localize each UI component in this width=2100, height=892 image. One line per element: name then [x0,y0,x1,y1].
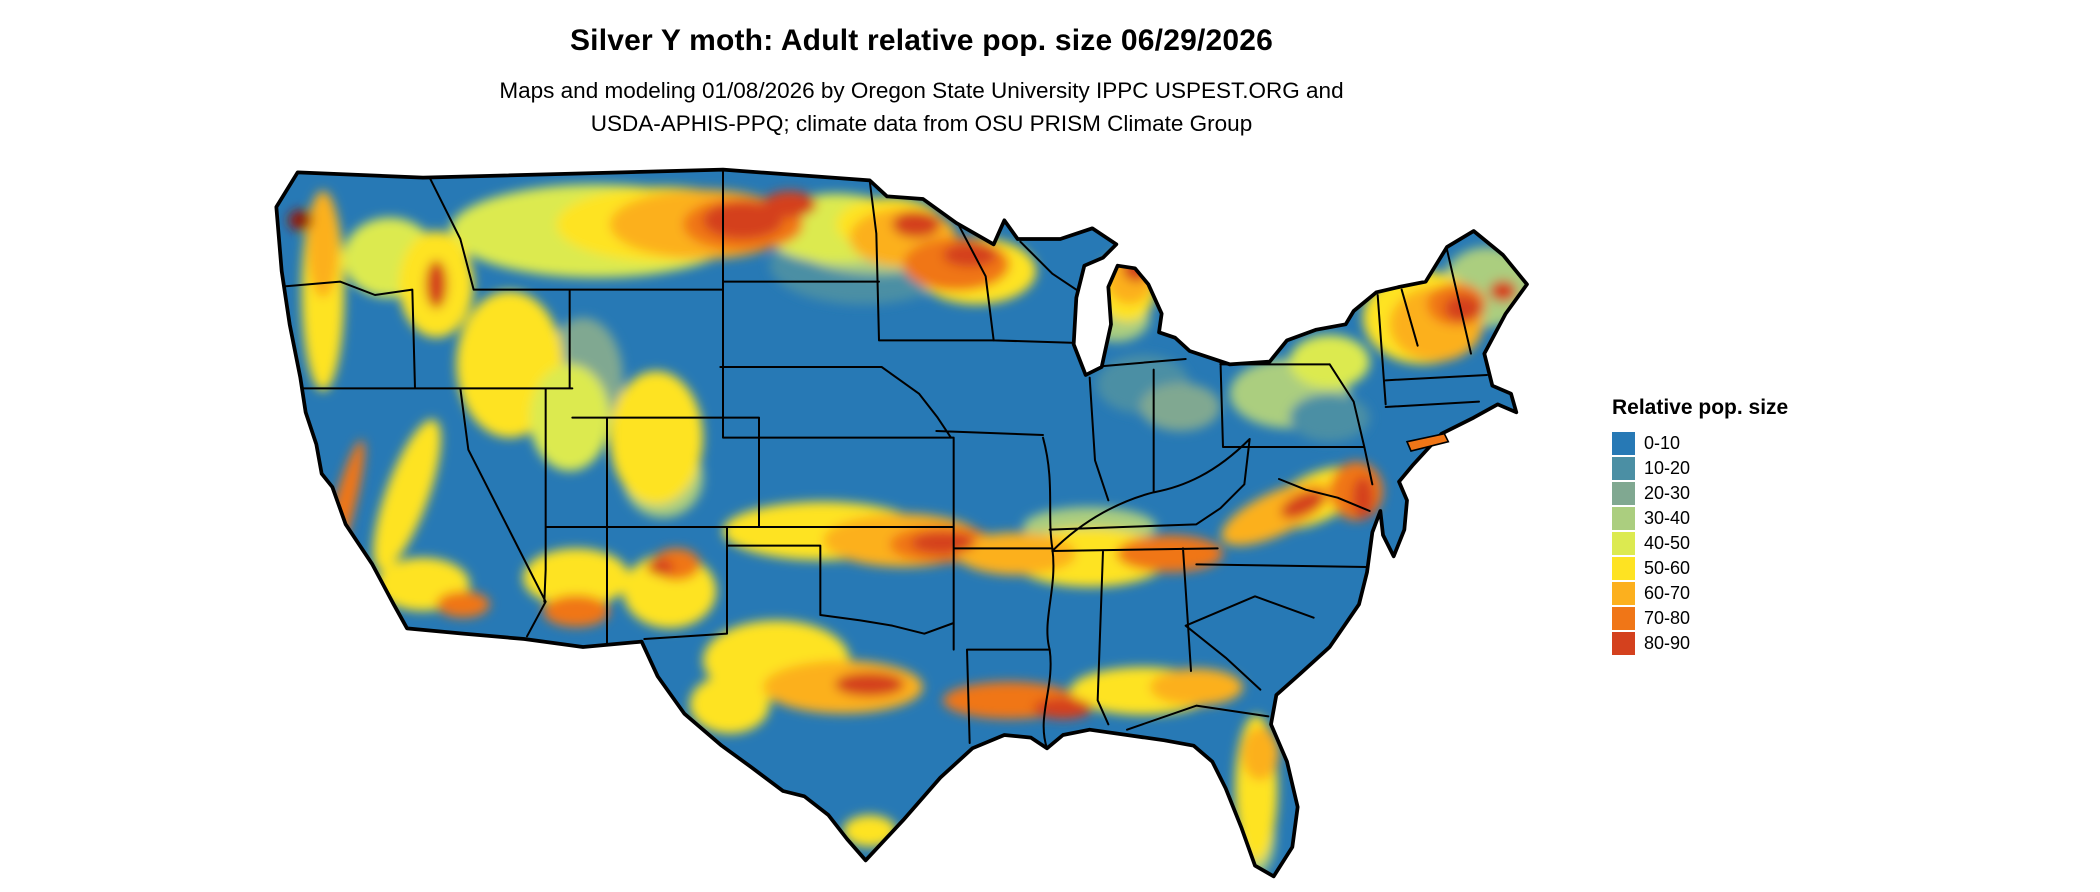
legend-item: 60-70 [1612,582,1788,605]
legend-item: 10-20 [1612,457,1788,480]
legend-swatch [1612,507,1635,530]
legend-swatch [1612,582,1635,605]
legend-swatch [1612,432,1635,455]
legend-title: Relative pop. size [1612,396,1789,419]
plot-header: Silver Y moth: Adult relative pop. size … [0,24,1843,140]
legend-item: 80-90 [1612,632,1788,655]
legend-item: 0-10 [1612,432,1788,455]
legend-label: 10-20 [1644,458,1691,478]
legend-label: 80-90 [1644,633,1691,653]
credits-line-2: USDA-APHIS-PPQ; climate data from OSU PR… [590,111,1253,136]
credits-line-1: Maps and modeling 01/08/2026 by Oregon S… [499,78,1344,103]
legend-item: 40-50 [1612,532,1788,555]
state-borders [276,169,1488,750]
legend-swatch [1612,557,1635,580]
us-map-svg [274,167,1529,879]
legend-label: 40-50 [1644,533,1691,553]
page-title: Silver Y moth: Adult relative pop. size … [569,24,1274,57]
legend-label: 30-40 [1644,508,1691,528]
legend-swatch [1612,457,1635,480]
legend-item: 20-30 [1612,482,1788,505]
legend: Relative pop. size 0-10 10-20 20-30 30-4… [1612,396,1788,657]
long-island [1405,432,1450,452]
legend-swatch [1612,632,1635,655]
legend-label: 70-80 [1644,608,1691,628]
legend-label: 20-30 [1644,483,1691,503]
legend-item: 50-60 [1612,557,1788,580]
us-map [263,164,1563,886]
legend-swatch [1612,482,1635,505]
legend-label: 0-10 [1644,433,1681,453]
legend-swatch [1612,532,1635,555]
legend-label: 50-60 [1644,558,1691,578]
legend-item: 30-40 [1612,507,1788,530]
map-credits: Maps and modeling 01/08/2026 by Oregon S… [0,74,1843,140]
legend-item: 70-80 [1612,607,1788,630]
country-outline [274,167,1529,879]
legend-label: 60-70 [1644,583,1691,603]
legend-swatch [1612,607,1635,630]
